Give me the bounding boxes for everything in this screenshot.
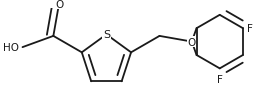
Text: O: O [187,37,195,47]
Text: HO: HO [3,43,19,53]
Text: S: S [102,30,109,40]
Text: O: O [55,0,63,10]
Text: F: F [246,24,252,34]
Text: F: F [216,75,222,85]
